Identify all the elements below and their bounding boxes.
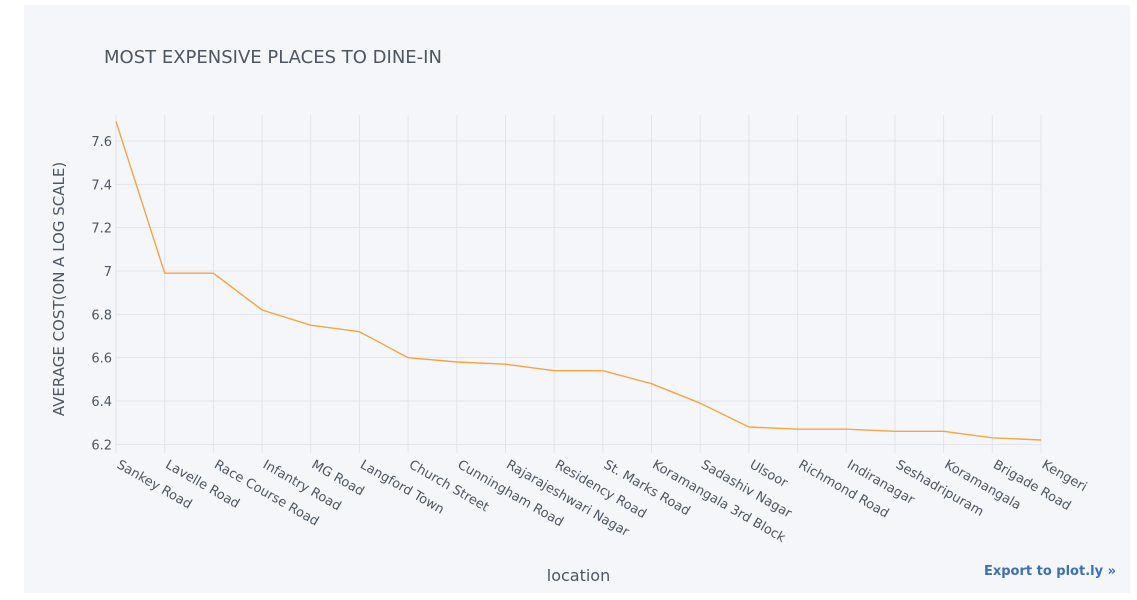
x-tick-label: Langford Town <box>357 457 446 517</box>
y-tick-label: 7.2 <box>91 222 112 237</box>
y-tick-label: 7.4 <box>91 178 112 193</box>
x-tick-label: Richmond Road <box>796 457 892 521</box>
y-axis-title: AVERAGE COST(ON A LOG SCALE) <box>50 162 68 416</box>
chart-title: MOST EXPENSIVE PLACES TO DINE-IN <box>104 47 442 68</box>
y-tick-label: 6.6 <box>91 352 112 367</box>
y-tick-label: 6.4 <box>91 395 112 410</box>
series-line <box>115 121 1042 441</box>
x-axis-title: location <box>547 566 610 585</box>
y-tick-label: 6.2 <box>91 438 112 453</box>
plot-area: MOST EXPENSIVE PLACES TO DINE-IN 6.2 6.4 6… <box>24 5 1130 593</box>
y-tick-label: 7 <box>104 265 112 280</box>
export-to-plotly-link[interactable]: Export to plot.ly » <box>983 564 1116 579</box>
y-tick-label: 7.6 <box>91 135 112 150</box>
y-tick-label: 6.8 <box>91 308 112 323</box>
